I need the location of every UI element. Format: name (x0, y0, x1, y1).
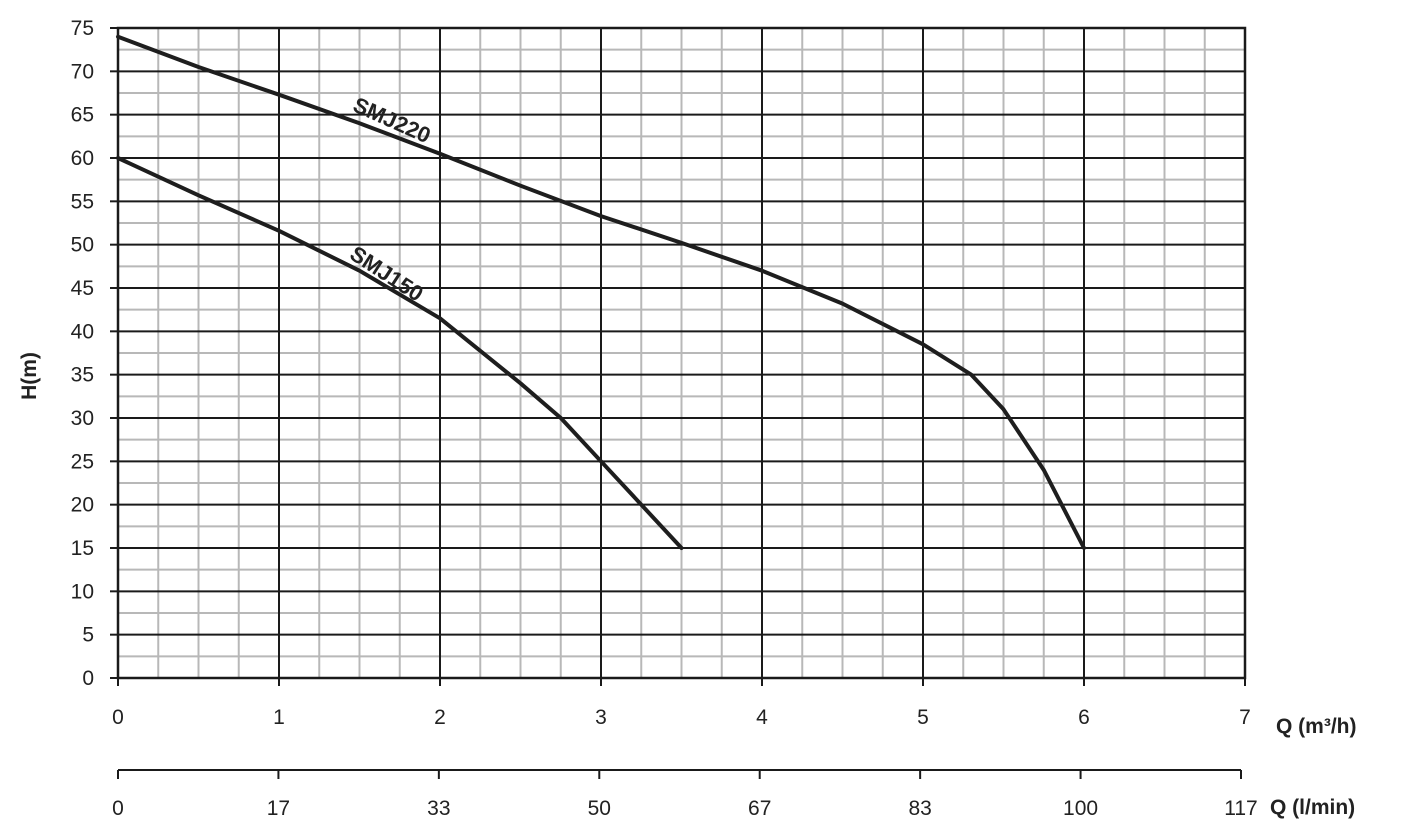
x-tick-label: 2 (434, 706, 446, 729)
series-label-smj220: SMJ220 (349, 92, 434, 148)
secondary-tick-label: 100 (1063, 797, 1098, 820)
plot-border (116, 26, 1247, 680)
y-tick-label: 55 (71, 190, 94, 213)
x-axis-ticks: 0 1 2 3 4 5 6 7 (112, 678, 1251, 729)
y-tick-label: 15 (71, 537, 94, 560)
y-tick-label: 0 (82, 667, 94, 690)
secondary-tick-label: 50 (588, 797, 611, 820)
secondary-tick-label: 67 (748, 797, 771, 820)
y-tick-label: 70 (71, 60, 94, 83)
y-tick-label: 45 (71, 277, 94, 300)
x-tick-label: 3 (595, 706, 607, 729)
y-tick-label: 5 (82, 624, 94, 647)
x-tick-label: 5 (917, 706, 929, 729)
minor-grid (118, 28, 1245, 678)
y-tick-label: 75 (71, 17, 94, 40)
secondary-tick-label: 0 (112, 797, 124, 820)
x-axis-title: Q (m³/h) (1276, 715, 1356, 738)
x-tick-label: 1 (273, 706, 285, 729)
x-tick-label: 4 (756, 706, 768, 729)
secondary-tick-label: 33 (427, 797, 450, 820)
series-line-smj220 (116, 34, 1086, 550)
secondary-tick-label: 83 (908, 797, 931, 820)
y-tick-label: 25 (71, 450, 94, 473)
y-tick-label: 30 (71, 407, 94, 430)
y-tick-label: 50 (71, 234, 94, 257)
y-tick-label: 35 (71, 364, 94, 387)
y-tick-label: 20 (71, 494, 94, 517)
series-line-smj150 (116, 156, 684, 550)
secondary-tick-label: 17 (267, 797, 290, 820)
series-label-smj150: SMJ150 (346, 241, 428, 307)
x-tick-label: 7 (1239, 706, 1251, 729)
y-tick-label: 40 (71, 320, 94, 343)
x-tick-label: 0 (112, 706, 124, 729)
secondary-tick-label: 117 (1224, 797, 1257, 820)
y-tick-label: 10 (71, 580, 94, 603)
secondary-x-axis-title: Q (l/min) (1270, 796, 1355, 819)
y-axis-title: H(m) (18, 352, 41, 400)
y-tick-label: 60 (71, 147, 94, 170)
x-tick-label: 6 (1078, 706, 1090, 729)
y-tick-label: 65 (71, 104, 94, 127)
plot-frame (116, 26, 1247, 680)
y-axis-ticks: 0 5 10 15 20 25 30 35 40 45 50 55 60 65 70 75 (71, 17, 118, 690)
secondary-x-axis: 0 17 33 50 67 83 100 117 (112, 769, 1258, 820)
